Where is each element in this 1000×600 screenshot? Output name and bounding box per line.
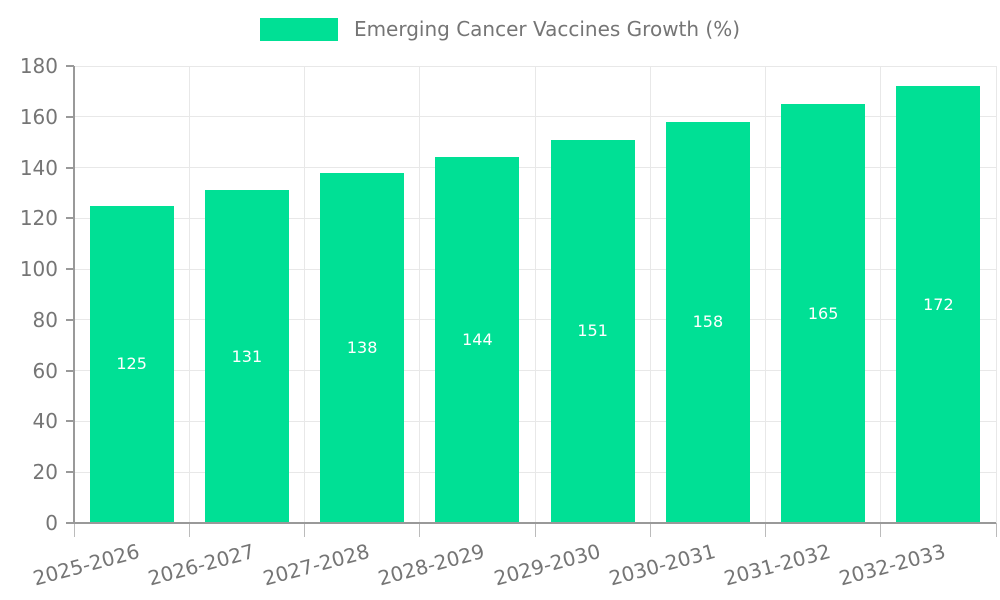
x-axis-tick-label: 2032-2033 xyxy=(836,539,949,591)
x-axis-tick-label: 2026-2027 xyxy=(145,539,257,591)
bar-value-label: 144 xyxy=(462,330,493,350)
legend-swatch[interactable] xyxy=(259,17,338,41)
gridline-vertical xyxy=(649,66,651,523)
gridline-vertical xyxy=(304,66,305,523)
gridline-vertical xyxy=(995,66,997,523)
legend[interactable]: Emerging Cancer Vaccines Growth (%) xyxy=(0,17,1000,41)
x-axis-tick-label: 2030-2031 xyxy=(606,539,718,591)
y-axis-tick-label: 60 xyxy=(32,358,58,383)
y-axis-tick xyxy=(66,115,74,118)
x-axis-tick xyxy=(73,523,75,537)
gridline-vertical xyxy=(880,66,882,523)
bar-value-label: 165 xyxy=(807,303,839,323)
bar[interactable]: 138 xyxy=(320,172,405,522)
x-axis-tick xyxy=(880,523,882,537)
y-axis-tick xyxy=(66,471,74,474)
bar-value-label: 158 xyxy=(692,312,724,332)
y-axis-tick xyxy=(66,369,74,372)
y-axis-tick-label: 0 xyxy=(45,511,58,535)
y-axis-tick-label: 180 xyxy=(19,54,58,78)
gridline-vertical xyxy=(419,66,421,523)
bar-value-label: 138 xyxy=(346,337,378,357)
bar[interactable]: 172 xyxy=(896,86,981,522)
legend-label: Emerging Cancer Vaccines Growth (%) xyxy=(353,17,741,41)
gridline-vertical xyxy=(534,66,536,523)
y-axis-tick xyxy=(66,217,74,220)
bar[interactable]: 165 xyxy=(781,104,866,522)
x-axis-tick xyxy=(188,523,190,537)
x-axis-tick-label: 2027-2028 xyxy=(260,539,373,591)
x-axis-line xyxy=(73,522,996,524)
y-axis-tick xyxy=(66,65,74,67)
y-axis-tick-label: 100 xyxy=(19,257,58,282)
bar-value-label: 151 xyxy=(577,321,608,341)
bar[interactable]: 144 xyxy=(435,157,520,522)
y-axis-tick xyxy=(66,420,74,423)
x-axis-tick-label: 2031-2032 xyxy=(721,539,834,591)
bar-value-label: 125 xyxy=(116,354,147,374)
y-axis-tick-label: 140 xyxy=(19,155,58,180)
y-axis-tick xyxy=(66,268,74,271)
gridline-vertical xyxy=(765,66,766,523)
y-axis-tick xyxy=(66,522,74,524)
y-axis-tick-label: 120 xyxy=(19,206,58,231)
x-axis-tick xyxy=(534,523,536,537)
y-axis-tick-label: 80 xyxy=(32,307,58,332)
bar[interactable]: 125 xyxy=(89,205,174,522)
y-axis-tick xyxy=(66,318,74,321)
bar-value-label: 131 xyxy=(231,346,263,366)
x-axis-tick-label: 2028-2029 xyxy=(375,539,488,591)
bar-value-label: 172 xyxy=(923,294,954,314)
x-axis-tick xyxy=(419,523,421,537)
x-axis-tick-label: 2029-2030 xyxy=(491,539,603,591)
x-axis-tick xyxy=(304,523,305,537)
bar[interactable]: 151 xyxy=(550,139,635,522)
bar[interactable]: 158 xyxy=(665,121,750,522)
y-axis-tick-label: 40 xyxy=(32,409,58,434)
x-axis-tick xyxy=(995,523,997,537)
x-axis-tick xyxy=(765,523,766,537)
y-axis-tick xyxy=(66,166,74,169)
bar[interactable]: 131 xyxy=(204,190,289,522)
y-axis-tick-label: 160 xyxy=(19,104,58,129)
gridline-vertical xyxy=(188,66,190,523)
x-axis-tick xyxy=(649,523,651,537)
y-axis-line xyxy=(73,66,75,524)
y-axis-tick-label: 20 xyxy=(32,460,58,485)
x-axis-tick-label: 2025-2026 xyxy=(30,539,142,591)
